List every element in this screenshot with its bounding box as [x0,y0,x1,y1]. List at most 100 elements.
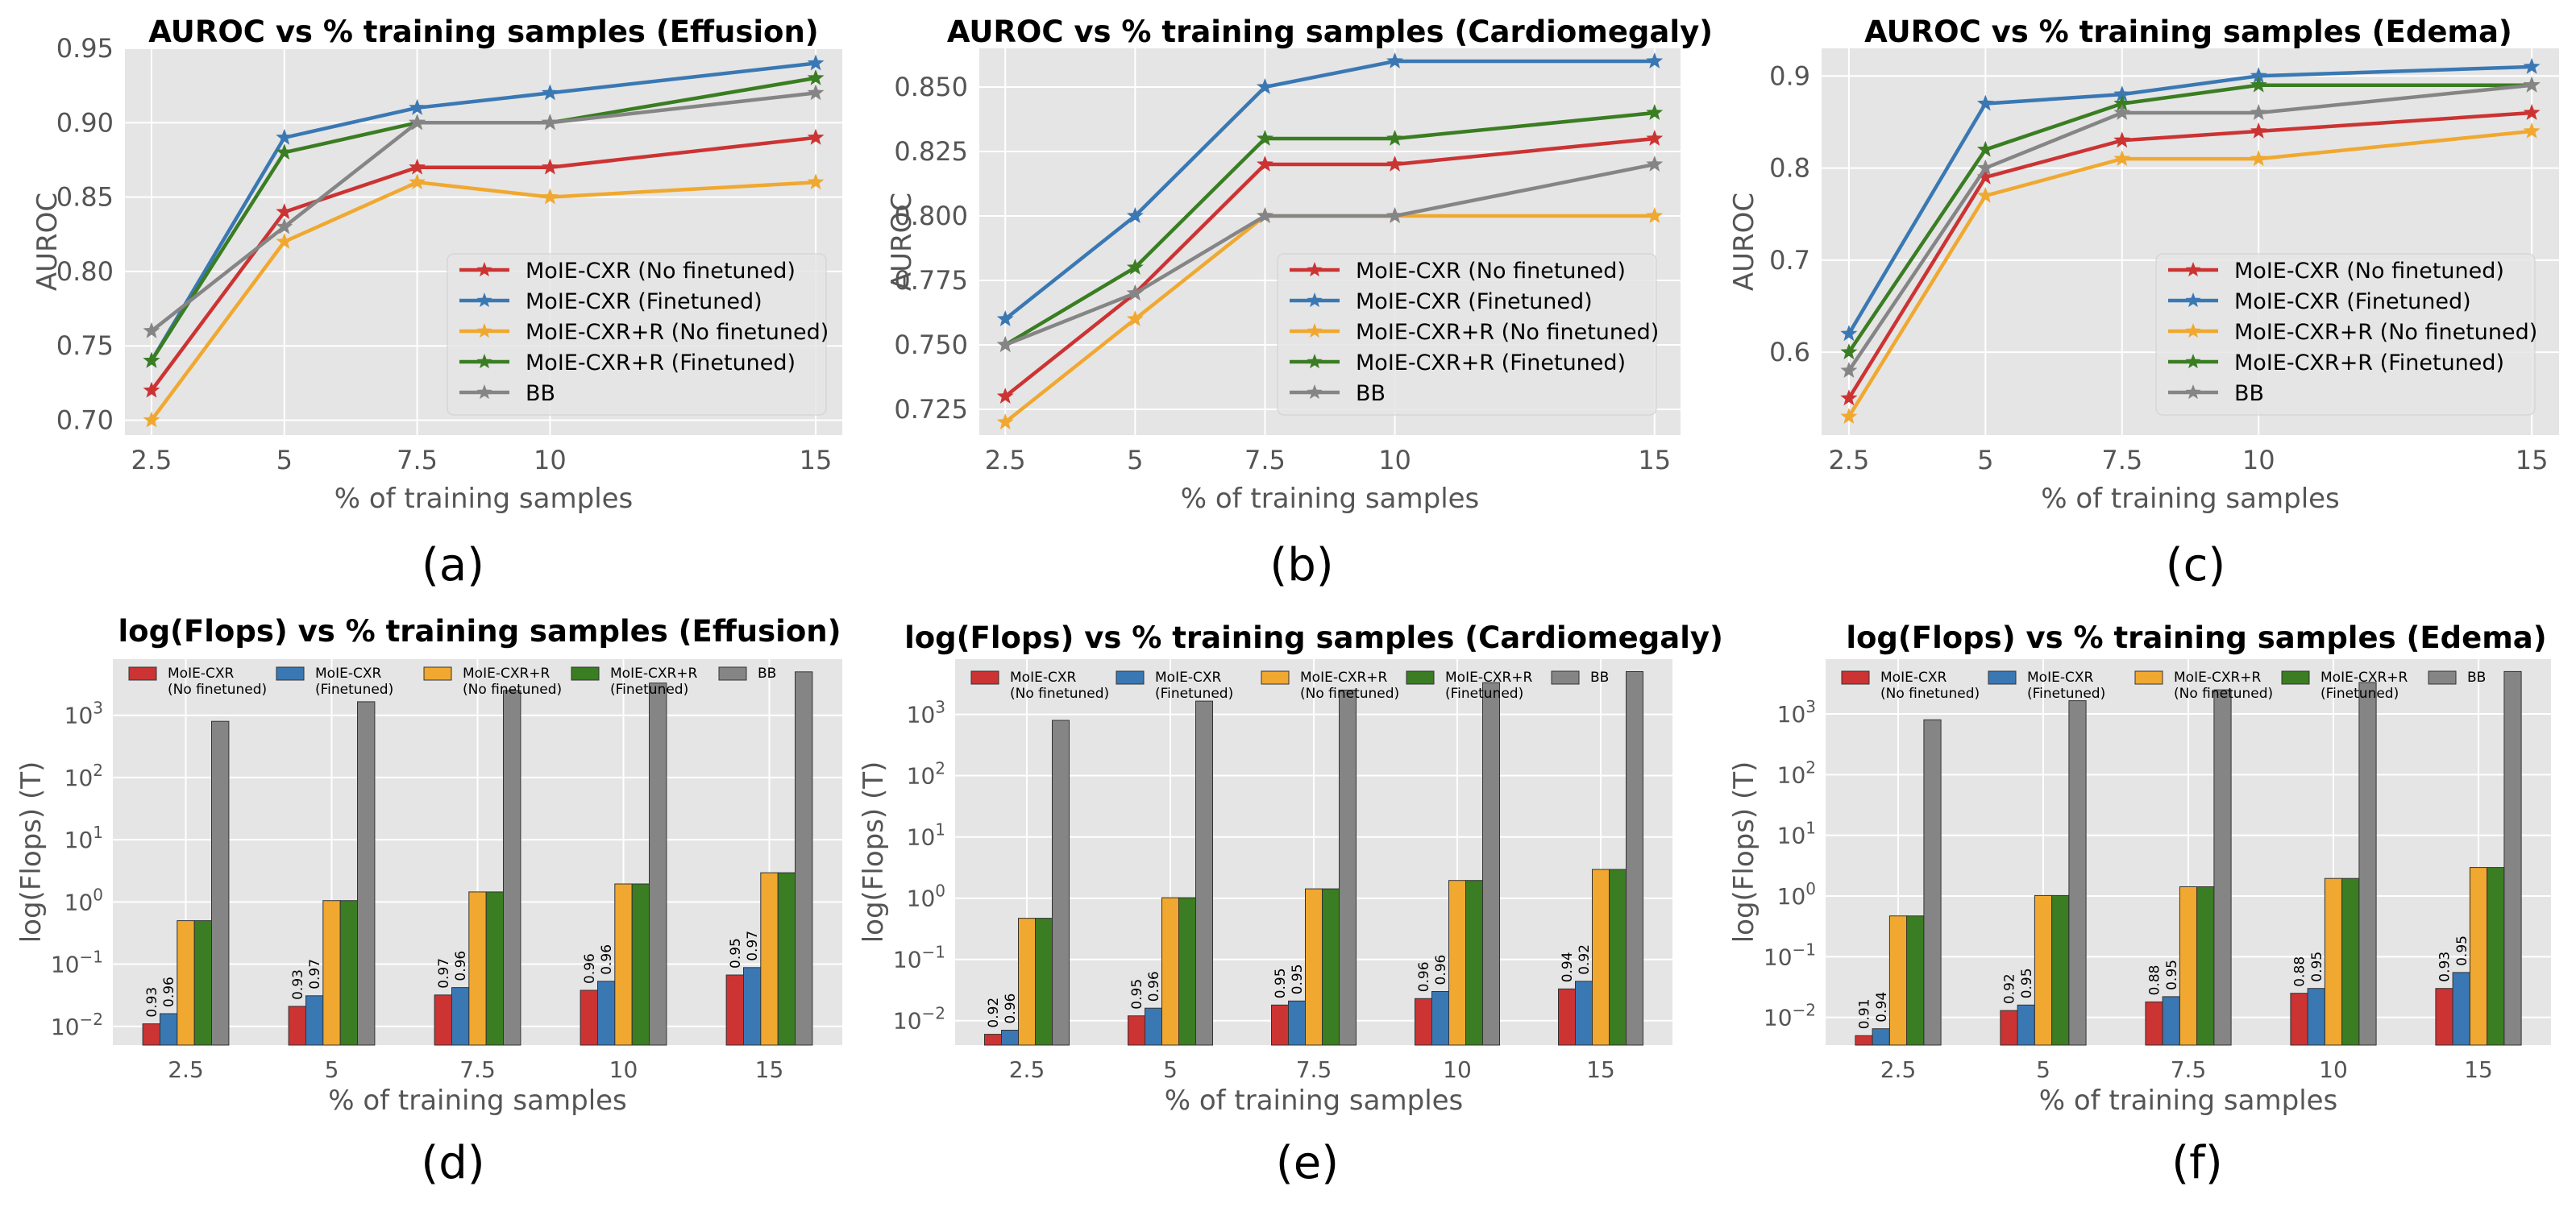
chart-title: log(Flops) vs % training samples (Effusi… [118,614,841,649]
bar [434,994,452,1046]
bar [177,920,195,1046]
data-point [2250,122,2267,139]
y-tick-label: 10−1 [893,943,945,973]
bar [1271,1004,1289,1046]
y-tick-label: 0.9 [1769,60,1810,91]
x-tick-label: 5 [276,445,293,475]
legend-marker [1307,262,1323,277]
bar [1415,998,1432,1046]
bar [1431,991,1449,1046]
bar [1482,682,1500,1046]
legend-swatch [970,670,999,685]
data-point [1126,284,1144,301]
legend-entry: MoIE-CXR (Finetuned) [2234,289,2471,314]
bar [777,872,796,1046]
x-axis-label: % of training samples [2041,483,2340,515]
bar-data-label: 0.96 [1433,955,1449,985]
data-point [996,336,1014,352]
bar [1465,880,1483,1046]
bar [1872,1028,1890,1046]
bar-data-label: 0.93 [144,987,160,1018]
legend-entry: MoIE-CXR+R [1445,670,1533,686]
legend: MoIE-CXR(No finetuned)MoIE-CXR(Finetuned… [970,670,1609,702]
bar [2503,670,2522,1046]
data-point [996,413,1014,429]
legend-entry: BB [1356,381,1386,406]
legend-entry: MoIE-CXR [315,666,381,682]
x-tick-label: 2.5 [1828,445,1869,475]
bar [2307,988,2325,1046]
bar [743,967,762,1046]
data-point [2250,76,2267,93]
panel-label: (d) [421,1137,484,1189]
data-point [2250,104,2267,120]
bar-data-label: 0.95 [2164,960,2180,990]
bar [1855,1035,1873,1046]
bar [451,987,470,1046]
y-axis-label: AUROC [31,193,64,291]
bar [1626,671,1643,1046]
legend-marker [476,262,492,277]
bar-data-label: 0.92 [1577,944,1593,975]
legend-entry: MoIE-CXR [1155,670,1221,686]
bar [193,920,213,1046]
legend-marker [2185,323,2201,338]
legend-entry: (Finetuned) [1445,686,1523,702]
data-point [541,84,559,101]
data-point [807,128,825,145]
x-tick-label: 2.5 [985,445,1026,475]
bar [795,671,813,1046]
data-point [143,351,160,368]
legend: MoIE-CXR(No finetuned)MoIE-CXR(Finetuned… [1841,670,2486,702]
legend-marker [476,354,492,369]
y-tick-label: 0.725 [894,394,968,425]
legend-entry: BB [526,381,555,406]
bar [2213,689,2232,1046]
data-point [1257,156,1273,172]
data-point [2113,85,2131,102]
legend-swatch [1116,670,1145,685]
data-point [409,98,426,115]
data-point [1646,207,1664,223]
y-tick-label: 10−1 [51,948,103,978]
bar-data-label: 0.97 [436,958,452,989]
bar [2068,700,2087,1046]
bar-data-label: 0.91 [1857,998,1873,1029]
chart-b: 0.725 0.750 0.775 0.800 0.825 0.850 2.5 5 7.5 10 1… [886,15,1713,591]
data-point [1386,207,1403,223]
data-point [1976,168,1994,185]
bar-data-label: 0.97 [307,959,323,989]
bar-data-label: 0.95 [1129,979,1145,1010]
legend-entry: MoIE-CXR [1010,670,1076,686]
legend-entry: MoIE-CXR (No finetuned) [1356,259,1626,284]
bar-data-label: 0.96 [1146,971,1162,1002]
x-tick-label: 2.5 [168,1056,204,1083]
bar [760,872,779,1046]
y-tick-label: 0.80 [56,256,114,287]
legend-swatch [276,666,305,681]
data-point [1386,156,1403,172]
data-point [409,114,426,131]
data-point [1976,140,1994,157]
legend-marker [1307,323,1323,338]
bar [1052,720,1070,1046]
y-tick-label: 0.7 [1769,245,1810,276]
bar-data-label: 0.92 [986,998,1002,1028]
legend-marker [476,384,492,400]
x-tick-label: 15 [800,445,833,475]
data-point [1976,94,1994,111]
legend-entry: MoIE-CXR+R (Finetuned) [2234,351,2504,375]
legend: MoIE-CXR(No finetuned)MoIE-CXR(Finetuned… [128,666,776,698]
bar [357,701,376,1046]
bar-data-label: 0.96 [599,944,615,975]
legend-marker [1307,292,1323,308]
y-tick-label: 0.75 [56,330,114,361]
y-tick-label: 101 [907,820,945,851]
y-axis-label: AUROC [1728,193,1760,291]
bar [2162,996,2180,1046]
bar [468,891,487,1046]
bar [1161,897,1179,1046]
y-tick-label: 0.95 [56,33,114,64]
legend-entry: (Finetuned) [315,682,393,698]
y-axis-label: log(Flops) (T) [858,761,890,944]
